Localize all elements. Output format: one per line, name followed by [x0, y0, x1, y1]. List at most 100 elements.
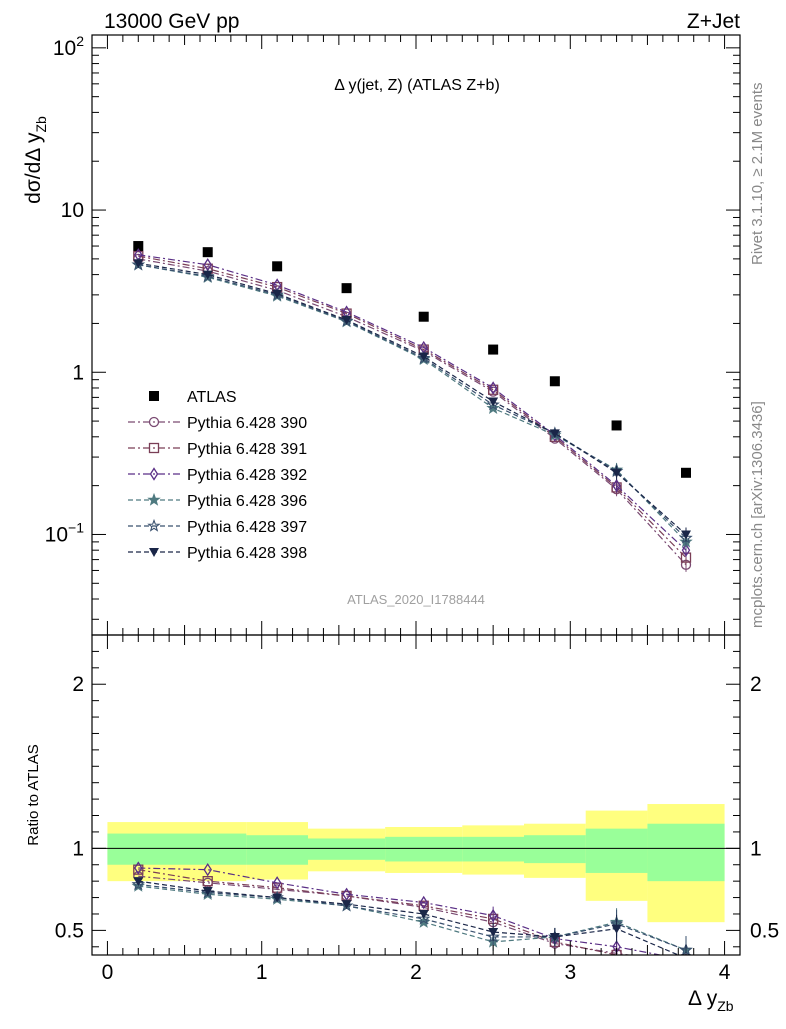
ratio-point [419, 895, 428, 910]
ratio-series-p398 [133, 877, 691, 955]
data-point [202, 270, 213, 280]
series-line-p390 [138, 258, 687, 566]
data-point [488, 381, 498, 395]
series-p391 [133, 250, 692, 565]
uncertainty-band-green [585, 828, 648, 873]
data-point [611, 468, 622, 478]
ratio-line-p392 [138, 867, 664, 955]
ratio-point [416, 911, 431, 925]
legend-entry-p396: Pythia 6.428 396 [128, 492, 307, 510]
y-tick-label: 102 [53, 33, 84, 60]
legend-label: Pythia 6.428 396 [187, 493, 307, 510]
x-tick-label: 0 [102, 961, 114, 984]
ratio-point [418, 909, 429, 919]
series-atlas [133, 241, 691, 478]
data-point [681, 467, 691, 478]
main-title: Δ y(jet, Z) (ATLAS Z+b) [334, 77, 500, 94]
uncertainty-band-green [308, 838, 386, 860]
ratio-ylabel: Ratio to ATLAS [25, 744, 42, 845]
ratio-line-p391 [138, 869, 622, 955]
ratio-point [134, 861, 143, 875]
data-point [681, 543, 691, 557]
data-point [611, 420, 622, 431]
x-tick-label: 2 [410, 961, 422, 984]
ratio-point [203, 862, 212, 877]
legend-entry-atlas: ATLAS [149, 389, 237, 406]
data-point [549, 376, 560, 387]
ratio-point [684, 953, 688, 955]
uncertainty-band-green [647, 823, 725, 882]
data-point [418, 352, 429, 362]
y-tick-label-base: 10 [45, 523, 68, 546]
series-line-p391 [138, 255, 687, 559]
ratio-point [549, 932, 560, 942]
ratio-plot-content [92, 804, 740, 968]
uncertainty-band-green [246, 835, 308, 865]
legend-entry-p398: Pythia 6.428 398 [128, 545, 307, 562]
legend-marker [147, 518, 161, 532]
ratio-y-tick-label-right: 1 [750, 837, 762, 860]
ratio-point [488, 908, 498, 923]
y-tick-label: 10−1 [45, 519, 85, 546]
legend-entry-p397: Pythia 6.428 397 [128, 518, 307, 536]
data-point [133, 241, 144, 252]
uncertainty-band-green [524, 835, 586, 864]
ratio-y-tick-label: 1 [72, 837, 84, 860]
legend-marker [148, 416, 160, 428]
ratio-y-tick-label-right: 2 [750, 673, 762, 696]
legend-label: Pythia 6.428 392 [187, 467, 307, 484]
legend-label: Pythia 6.428 391 [187, 441, 307, 458]
x-tick-label: 3 [564, 961, 576, 984]
x-tick-label: 1 [256, 961, 268, 984]
legend-entry-p391: Pythia 6.428 391 [128, 441, 307, 458]
legend-marker [149, 391, 159, 401]
legend-marker [149, 548, 159, 557]
y-tick-label: 10 [61, 199, 84, 222]
ratio-y-tick-label: 0.5 [55, 919, 84, 942]
legend-entry-p392: Pythia 6.428 392 [128, 467, 307, 484]
rivet-label: Rivet 3.1.10, ≥ 2.1M events [749, 83, 766, 266]
header-energy: 13000 GeV pp [104, 10, 239, 33]
data-point [488, 344, 499, 355]
legend: ATLAS Pythia 6.428 390 Pythia 6.428 391 Pyt… [128, 389, 307, 562]
legend-entry-p390: Pythia 6.428 390 [128, 415, 307, 432]
uncertainty-band-green [385, 836, 463, 862]
y-tick-label-base: 10 [53, 37, 76, 60]
legend-label: ATLAS [187, 389, 237, 406]
ratio-point [682, 959, 691, 968]
data-point [272, 289, 283, 299]
data-point [488, 397, 499, 407]
ratio-series [131, 861, 693, 968]
uncertainty-band-green [107, 833, 247, 865]
x-axis-label-text: Δ y [688, 987, 718, 1010]
ratio-point [488, 928, 499, 938]
legend-marker [147, 492, 161, 506]
data-point [341, 315, 352, 325]
series-line-p392 [138, 254, 687, 551]
main-plot-content [131, 241, 693, 572]
y-tick-label-exponent: 2 [76, 33, 84, 49]
legend-marker [149, 467, 159, 481]
mcplots-label: mcplots.cern.ch [arXiv:1306.3436] [749, 401, 766, 628]
ratio-point [131, 877, 146, 891]
legend-label: Pythia 6.428 397 [187, 519, 307, 536]
data-point [341, 283, 352, 294]
ratio-point [272, 893, 283, 903]
ratio-point [133, 877, 144, 887]
x-axis-label: Δ yZb [688, 987, 734, 1014]
data-point [681, 530, 691, 540]
data-point [418, 311, 429, 322]
main-ylabel-text: dσ/dΔ y [22, 132, 45, 204]
data-point [612, 478, 621, 493]
data-point [202, 247, 213, 258]
ratio-point [272, 876, 282, 890]
data-point [133, 259, 144, 269]
series-p398 [133, 259, 691, 542]
data-point [549, 429, 560, 439]
ratio-point [341, 900, 352, 910]
uncertainty-band-green [462, 836, 524, 862]
y-tick-label: 1 [72, 361, 84, 384]
